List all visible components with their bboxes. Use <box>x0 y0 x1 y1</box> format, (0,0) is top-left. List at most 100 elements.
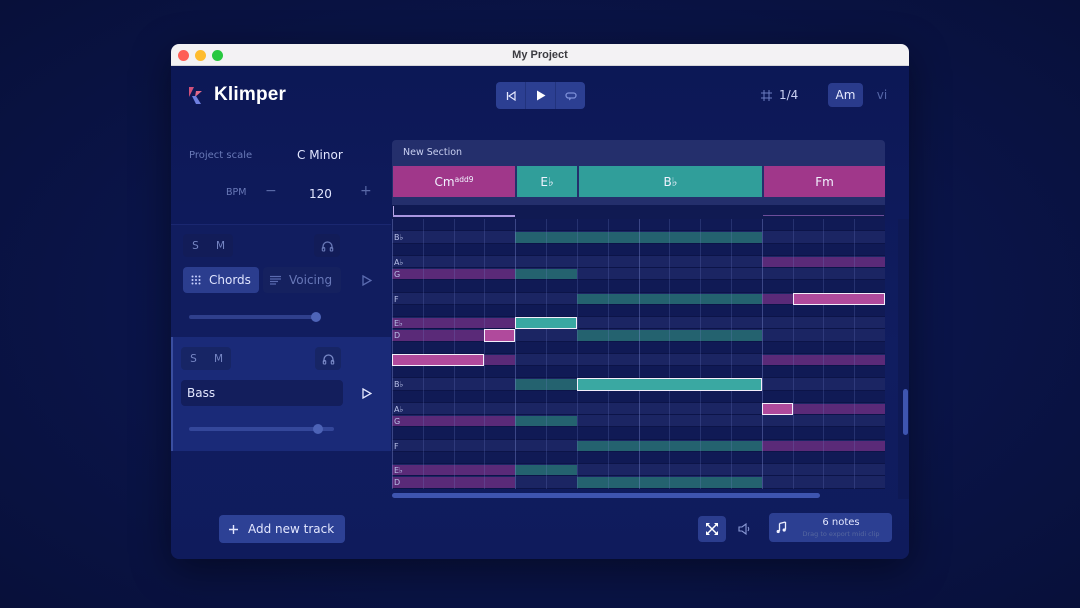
mute-button[interactable]: M <box>213 352 224 365</box>
beat-gridline <box>638 219 640 489</box>
chord-tone-band <box>392 465 516 476</box>
chord-tone-band <box>515 379 577 390</box>
headphones-icon <box>321 240 333 252</box>
voicing-mode-button[interactable]: Voicing <box>263 267 341 293</box>
note-label: F <box>394 441 399 451</box>
midi-note[interactable] <box>792 292 885 305</box>
chord-root: Fm <box>815 174 834 189</box>
piano-roll-row[interactable] <box>392 341 885 354</box>
track-chords: S M Chords Voicing <box>171 224 391 337</box>
key-mode-button-vi[interactable]: vi <box>876 88 888 102</box>
chord-block[interactable]: Fm <box>764 166 885 197</box>
solo-mute-group: S M <box>181 347 231 370</box>
app-window: My Project Klimper 1/4 Am vi Project sca… <box>171 44 909 559</box>
piano-roll-grid[interactable]: B♭ A♭ G F E♭ D B♭ A♭ G F E♭ D <box>392 219 885 489</box>
play-icon <box>536 90 545 101</box>
playback-region-marker[interactable] <box>393 215 515 217</box>
maximize-window-button[interactable] <box>212 50 223 61</box>
loop-button[interactable] <box>556 82 585 109</box>
piano-roll-row[interactable] <box>392 451 885 464</box>
chord-extension: add9 <box>454 175 474 184</box>
chords-mode-button[interactable]: Chords <box>183 267 259 293</box>
chord-tone-band <box>761 256 885 267</box>
beat-gridline <box>761 219 763 489</box>
minimize-window-button[interactable] <box>195 50 206 61</box>
window-title: My Project <box>512 48 568 61</box>
chord-root: Cm <box>434 174 455 189</box>
chord-tone-band <box>392 477 516 488</box>
volume-slider-knob[interactable] <box>313 424 323 434</box>
horizontal-scrollbar[interactable] <box>392 493 820 498</box>
midi-note[interactable] <box>761 402 793 415</box>
add-track-button[interactable]: Add new track <box>219 515 345 543</box>
chord-block[interactable]: Cm add9 <box>393 166 515 197</box>
transport-controls <box>496 82 585 109</box>
bpm-value[interactable]: 120 <box>309 187 332 201</box>
chord-tone-band <box>761 354 885 365</box>
close-window-button[interactable] <box>178 50 189 61</box>
rewind-button[interactable] <box>496 82 526 109</box>
chord-block[interactable]: E♭ <box>517 166 577 197</box>
chord-tone-band <box>392 269 516 280</box>
bpm-decrease-button[interactable]: − <box>265 183 277 199</box>
note-label: E♭ <box>394 466 403 475</box>
fit-to-view-button[interactable] <box>698 516 726 542</box>
section-header: New Section Cm add9 E♭ B♭ Fm <box>392 140 885 205</box>
midi-note[interactable] <box>392 353 485 366</box>
note-label: G <box>394 417 401 426</box>
beat-gridline <box>823 219 825 489</box>
klimper-logo-icon <box>189 87 202 104</box>
monitor-button[interactable] <box>315 347 341 370</box>
midi-note[interactable] <box>515 317 577 330</box>
volume-slider-knob[interactable] <box>311 312 321 322</box>
track-name-input[interactable]: Bass <box>181 380 343 406</box>
note-label: B♭ <box>394 380 404 390</box>
solo-mute-group: S M <box>183 234 233 257</box>
bpm-increase-button[interactable]: + <box>360 183 372 199</box>
beat-gridline <box>730 219 732 489</box>
section-title[interactable]: New Section <box>403 147 463 158</box>
monitor-button[interactable] <box>314 234 340 257</box>
chord-root: B♭ <box>663 174 678 189</box>
key-mode-button-am[interactable]: Am <box>828 83 863 107</box>
chords-mode-label: Chords <box>209 273 251 287</box>
beat-gridline <box>546 219 548 489</box>
piano-roll-row[interactable] <box>392 427 885 440</box>
chord-tone-band <box>576 232 762 243</box>
note-label: B♭ <box>394 233 404 243</box>
piano-roll-row[interactable] <box>392 304 885 317</box>
grid-icon <box>761 89 772 101</box>
loop-icon <box>564 91 577 100</box>
chord-tone-band <box>576 477 762 488</box>
piano-roll-row[interactable] <box>392 390 885 403</box>
volume-button[interactable] <box>733 516 755 542</box>
play-button[interactable] <box>526 82 556 109</box>
mute-button[interactable]: M <box>215 239 226 252</box>
volume-slider[interactable] <box>189 424 334 434</box>
note-label: A♭ <box>394 257 404 267</box>
bpm-label: BPM <box>226 187 247 198</box>
chord-tone-band <box>515 465 577 476</box>
midi-export-drag-handle[interactable]: 6 notes Drag to export midi clip <box>769 513 892 542</box>
solo-button[interactable]: S <box>190 352 197 365</box>
track-play-button[interactable] <box>358 271 376 289</box>
vertical-scrollbar[interactable] <box>903 389 908 435</box>
piano-roll-row[interactable] <box>392 280 885 293</box>
chord-block[interactable]: B♭ <box>579 166 762 197</box>
export-hint: Drag to export midi clip <box>802 530 880 538</box>
title-bar: My Project <box>171 44 909 66</box>
project-scale-select[interactable]: C Minor <box>297 148 343 162</box>
volume-slider[interactable] <box>189 312 321 322</box>
midi-note[interactable] <box>484 329 516 342</box>
track-play-button[interactable] <box>358 384 376 402</box>
beat-gridline <box>607 219 609 489</box>
headphones-icon <box>322 353 334 365</box>
piano-roll-row[interactable] <box>392 243 885 256</box>
expand-arrows-icon <box>706 523 718 535</box>
timeline-ruler[interactable] <box>392 205 885 219</box>
midi-note[interactable] <box>576 378 762 391</box>
piano-roll-row[interactable] <box>392 366 885 379</box>
time-signature[interactable]: 1/4 <box>761 88 798 102</box>
piano-roll-row[interactable] <box>392 219 885 232</box>
solo-button[interactable]: S <box>192 239 199 252</box>
